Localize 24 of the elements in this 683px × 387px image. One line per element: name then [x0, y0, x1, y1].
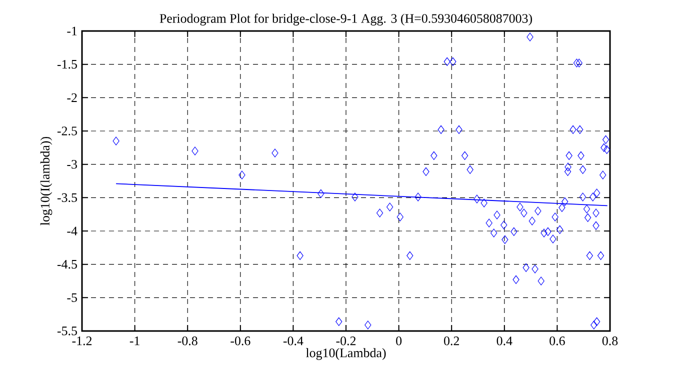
x-tick-label: -0.6 — [230, 336, 250, 346]
x-tick-label: 0.2 — [444, 336, 459, 346]
x-tick-label: -0.2 — [336, 336, 356, 346]
y-tick-label: -5.5 — [57, 326, 77, 336]
x-tick-label: -0.8 — [178, 336, 198, 346]
y-tick-label: -4.5 — [57, 260, 77, 269]
y-tick-label: -1.5 — [57, 60, 77, 69]
y-axis-title: log10(I(lambda)) — [40, 136, 52, 226]
x-tick-label: -1 — [130, 336, 140, 346]
x-axis-title: log10(Lambda) — [306, 348, 386, 360]
y-tick-label: -1 — [67, 26, 77, 36]
y-tick-label: -3.5 — [57, 193, 77, 202]
y-tick-label: -2.5 — [57, 126, 77, 136]
y-tick-label: -4 — [67, 226, 78, 236]
x-tick-label: -1.2 — [72, 336, 92, 346]
y-tick-label: -2 — [67, 93, 77, 102]
y-tick-label: -3 — [67, 160, 77, 169]
x-tick-label: -0.4 — [283, 336, 304, 346]
x-tick-label: 0.8 — [602, 336, 618, 346]
y-tick-label: -5 — [67, 293, 77, 302]
x-tick-label: 0.6 — [550, 336, 565, 346]
chart-title: Periodogram Plot for bridge-close-9-1 Agg. 3 (H=0.593046058087003) — [160, 14, 532, 26]
x-tick-label: 0.4 — [496, 336, 512, 346]
x-tick-label: 0 — [396, 336, 402, 346]
